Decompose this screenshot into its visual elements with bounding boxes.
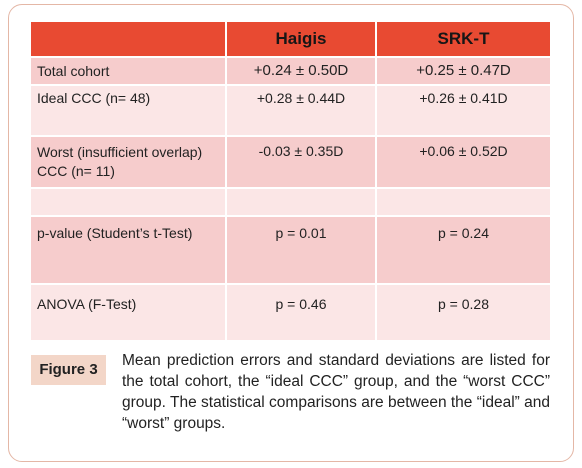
srkt-value <box>375 187 550 216</box>
haigis-value: p = 0.46 <box>225 283 376 340</box>
row-label: p-value (Student’s t-Test) <box>31 215 226 284</box>
row-label <box>31 187 226 216</box>
srkt-value: +0.06 ± 0.52D <box>375 135 550 188</box>
srkt-value: p = 0.24 <box>375 215 550 284</box>
table-row: Worst (insufficient overlap) CCC (n= 11)… <box>31 135 550 188</box>
row-label: Worst (insufficient overlap) CCC (n= 11) <box>31 135 226 188</box>
haigis-value: -0.03 ± 0.35D <box>225 135 376 188</box>
srkt-value: +0.26 ± 0.41D <box>375 84 550 136</box>
results-table: Haigis SRK-T Total cohort +0.24 ± 0.50D … <box>31 22 550 340</box>
table-row <box>31 187 550 216</box>
header-empty <box>31 22 226 57</box>
row-label: Ideal CCC (n= 48) <box>31 84 226 136</box>
header-srkt: SRK-T <box>375 22 550 57</box>
table-header-row: Haigis SRK-T <box>31 22 550 57</box>
srkt-value: +0.25 ± 0.47D <box>375 56 550 85</box>
row-label: ANOVA (F-Test) <box>31 283 226 340</box>
results-table-image: Haigis SRK-T Total cohort +0.24 ± 0.50D … <box>31 22 550 342</box>
table-row: ANOVA (F-Test) p = 0.46 p = 0.28 <box>31 283 550 340</box>
haigis-value: +0.28 ± 0.44D <box>225 84 376 136</box>
haigis-value: p = 0.01 <box>225 215 376 284</box>
row-label: Total cohort <box>31 56 226 85</box>
header-haigis: Haigis <box>225 22 376 57</box>
figure-caption: Mean prediction errors and standard devi… <box>122 352 550 432</box>
figure-label: Figure 3 <box>31 355 106 385</box>
srkt-value: p = 0.28 <box>375 283 550 340</box>
haigis-value <box>225 187 376 216</box>
haigis-value: +0.24 ± 0.50D <box>225 56 376 85</box>
table-row: Total cohort +0.24 ± 0.50D +0.25 ± 0.47D <box>31 56 550 85</box>
table-row: p-value (Student’s t-Test) p = 0.01 p = … <box>31 215 550 284</box>
table-row: Ideal CCC (n= 48) +0.28 ± 0.44D +0.26 ± … <box>31 84 550 136</box>
